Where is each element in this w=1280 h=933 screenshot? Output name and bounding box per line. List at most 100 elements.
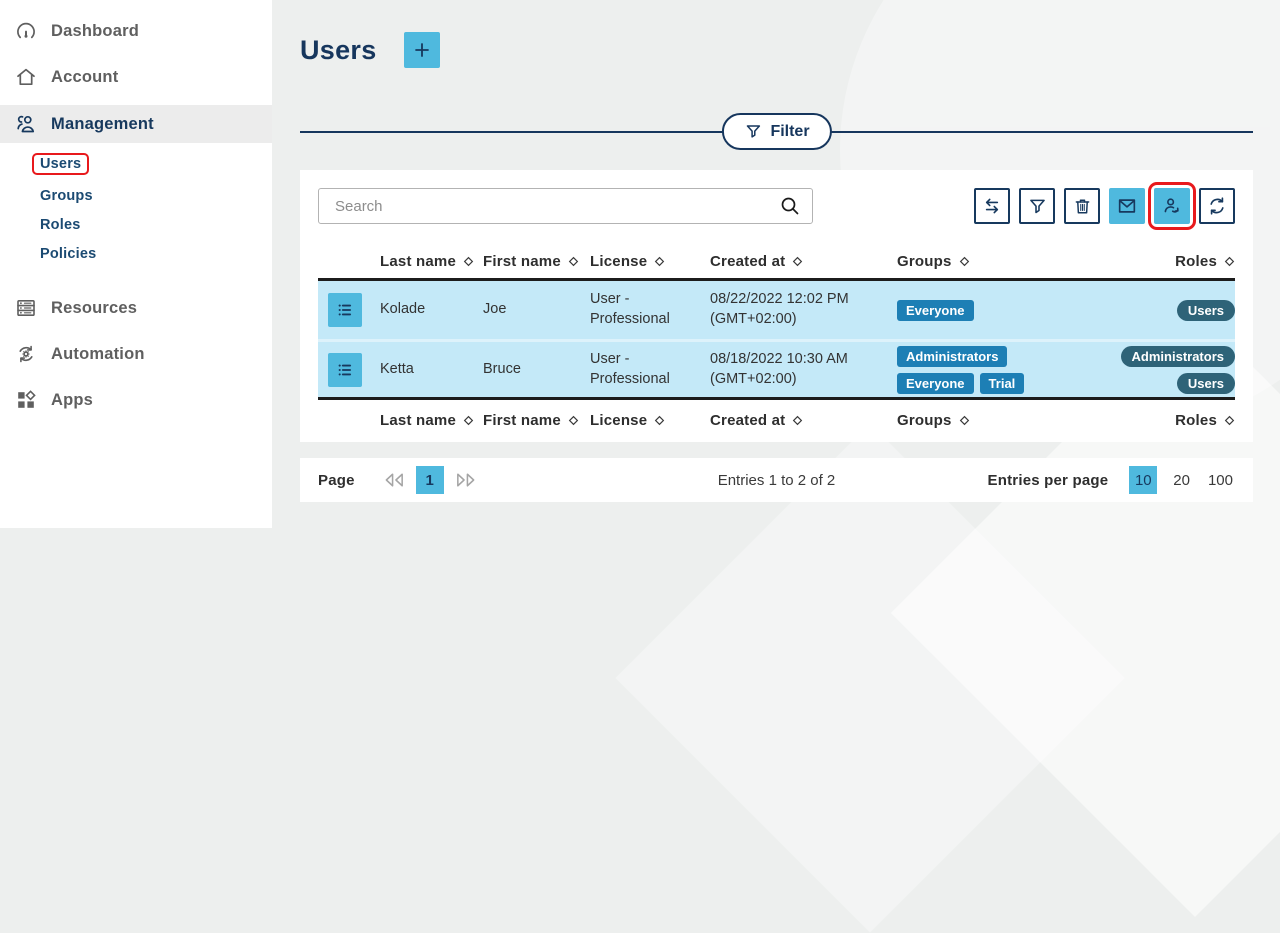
filter-label: Filter — [770, 122, 810, 140]
sidebar-item-account[interactable]: Account — [0, 54, 272, 100]
row-menu-button[interactable] — [328, 293, 362, 327]
column-label: First name — [483, 411, 561, 429]
column-header-groups[interactable]: Groups — [897, 412, 1095, 429]
column-header-created-at[interactable]: Created at — [710, 412, 897, 429]
page-size-option-100[interactable]: 100 — [1207, 471, 1233, 489]
column-label: Last name — [380, 411, 456, 429]
column-label: Groups — [897, 252, 952, 270]
table-row[interactable]: Kolade Joe User - Professional 08/22/2022 1… — [318, 281, 1235, 339]
column-header-last-name[interactable]: Last name — [380, 253, 483, 270]
sidebar-item-label: Management — [51, 114, 154, 133]
refresh-icon — [1206, 195, 1228, 217]
page-size-options: 10 20 100 — [1129, 466, 1235, 494]
assign-user-button-wrap — [1148, 182, 1196, 230]
cell-first-name: Joe — [483, 301, 507, 318]
sidebar: Dashboard Account Management Users Group… — [0, 0, 272, 528]
filter-table-button[interactable] — [1019, 188, 1055, 224]
list-icon — [334, 299, 356, 321]
filter-toggle-button[interactable]: Filter — [721, 113, 832, 150]
current-page-button[interactable]: 1 — [415, 466, 444, 494]
sidebar-item-apps[interactable]: Apps — [0, 377, 272, 423]
sidebar-item-resources[interactable]: Resources — [0, 285, 272, 331]
sort-diamond-icon — [654, 256, 665, 267]
page-title: Users — [300, 34, 377, 65]
sidebar-item-label: Dashboard — [51, 21, 139, 40]
pagination-bar: Page 1 Entries 1 to 2 of 2 Entries per p… — [300, 458, 1253, 502]
funnel-icon — [1027, 196, 1048, 217]
envelope-icon — [1116, 195, 1138, 217]
automation-icon — [14, 342, 38, 366]
mail-button[interactable] — [1109, 188, 1145, 224]
search-input[interactable] — [335, 197, 778, 215]
refresh-button[interactable] — [1199, 188, 1235, 224]
column-header-first-name[interactable]: First name — [483, 412, 590, 429]
column-label: Created at — [710, 411, 786, 429]
swap-columns-button[interactable] — [974, 188, 1010, 224]
server-icon — [14, 296, 38, 320]
apps-icon — [14, 388, 38, 412]
column-header-license[interactable]: License — [590, 412, 710, 429]
column-header-last-name[interactable]: Last name — [380, 412, 483, 429]
cell-groups: Everyone — [897, 299, 1072, 321]
next-page-icon[interactable] — [454, 472, 477, 488]
search-icon — [778, 194, 802, 218]
column-header-groups[interactable]: Groups — [897, 253, 1095, 270]
delete-button[interactable] — [1064, 188, 1100, 224]
table-header-top: Last name First name License Created at Grou… — [318, 244, 1235, 278]
swap-arrows-icon — [981, 195, 1003, 217]
funnel-icon — [743, 122, 762, 141]
users-card: Last name First name License Created at Grou… — [300, 170, 1253, 442]
add-user-button[interactable] — [403, 32, 440, 68]
sidebar-item-users[interactable]: Users — [32, 153, 90, 175]
column-label: First name — [483, 252, 561, 270]
sidebar-item-dashboard[interactable]: Dashboard — [0, 8, 272, 54]
sidebar-item-label: Resources — [51, 298, 138, 317]
sidebar-item-management[interactable]: Management — [0, 105, 272, 143]
page-header: Users — [300, 32, 440, 68]
sort-diamond-icon — [568, 256, 579, 267]
sidebar-item-label: Account — [51, 67, 119, 86]
cell-first-name: Bruce — [483, 360, 521, 377]
column-header-roles[interactable]: Roles — [1095, 253, 1235, 270]
main-content: Users Filter — [272, 0, 1280, 528]
column-header-license[interactable]: License — [590, 253, 710, 270]
column-header-created-at[interactable]: Created at — [710, 253, 897, 270]
row-menu-button[interactable] — [328, 352, 362, 387]
sidebar-item-automation[interactable]: Automation — [0, 331, 272, 377]
column-label: Roles — [1175, 411, 1217, 429]
entries-per-page-label: Entries per page — [987, 471, 1109, 489]
sidebar-item-roles[interactable]: Roles — [40, 217, 81, 233]
sort-diamond-icon — [1224, 415, 1235, 426]
role-badge: Administrators — [1120, 345, 1235, 367]
column-header-roles[interactable]: Roles — [1095, 412, 1235, 429]
plus-icon — [411, 39, 433, 61]
table-row[interactable]: Ketta Bruce User - Professional 08/18/2022 … — [318, 339, 1235, 397]
sidebar-item-groups[interactable]: Groups — [40, 188, 93, 204]
page-size-option-20[interactable]: 20 — [1173, 471, 1190, 489]
users-table: Last name First name License Created at Grou… — [318, 244, 1235, 440]
cell-license: User - Professional — [590, 350, 670, 387]
cell-license: User - Professional — [590, 291, 670, 327]
gauge-icon — [14, 19, 38, 43]
user-arrow-icon — [1161, 195, 1183, 217]
sort-diamond-icon — [654, 415, 665, 426]
group-badge: Administrators — [897, 345, 1008, 367]
sort-diamond-icon — [463, 415, 474, 426]
group-badge: Everyone — [897, 299, 974, 321]
page-label: Page — [318, 471, 355, 489]
cell-roles: Administrators Users — [1095, 345, 1235, 394]
sidebar-item-policies[interactable]: Policies — [40, 246, 97, 262]
sidebar-item-label: Apps — [51, 390, 94, 409]
column-label: Groups — [897, 411, 952, 429]
search-box — [318, 188, 813, 224]
sort-diamond-icon — [1224, 256, 1235, 267]
first-page-icon[interactable] — [383, 472, 406, 488]
sidebar-item-label: Automation — [51, 344, 145, 363]
page-size-option-10[interactable]: 10 — [1129, 466, 1158, 494]
sort-diamond-icon — [792, 256, 803, 267]
column-header-first-name[interactable]: First name — [483, 253, 590, 270]
assign-user-button[interactable] — [1154, 188, 1190, 224]
sort-diamond-icon — [792, 415, 803, 426]
sort-diamond-icon — [959, 256, 970, 267]
column-label: License — [590, 252, 648, 270]
